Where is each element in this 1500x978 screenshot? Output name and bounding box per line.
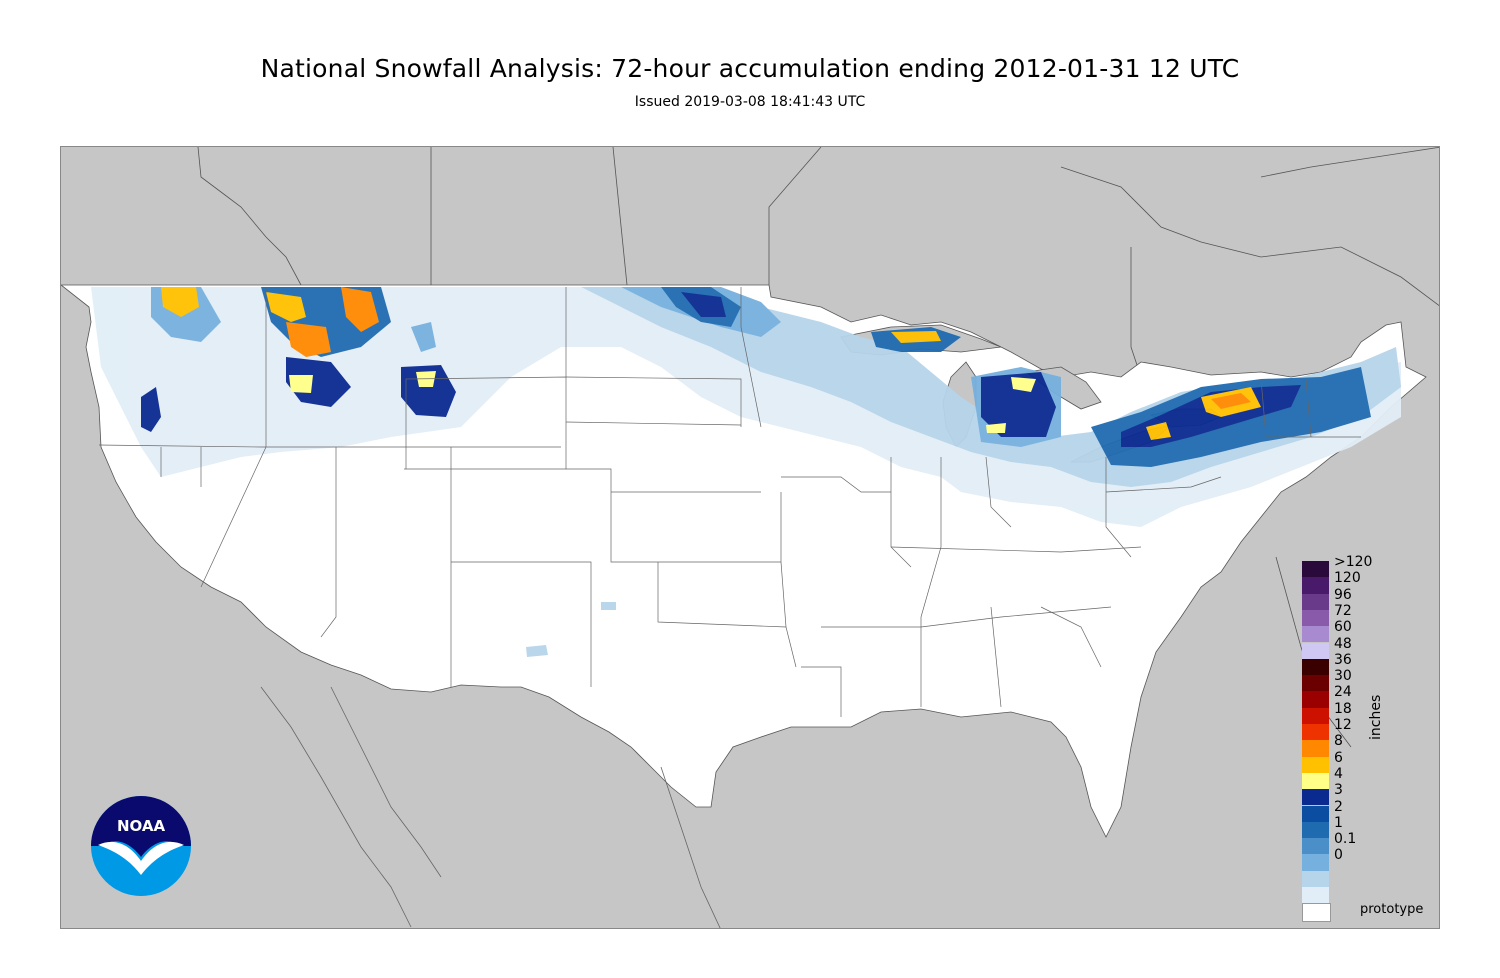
legend-swatch — [1302, 561, 1329, 578]
state-borders — [98, 287, 1361, 717]
legend-swatch — [1302, 903, 1331, 922]
legend-swatch — [1302, 593, 1329, 610]
snowfall-map — [60, 146, 1440, 929]
legend-swatch — [1302, 854, 1329, 871]
legend-swatch — [1302, 838, 1329, 855]
legend-swatch — [1302, 577, 1329, 594]
legend-swatch — [1302, 658, 1329, 676]
legend-swatch — [1302, 642, 1329, 659]
legend-swatch — [1302, 691, 1329, 708]
legend-swatch — [1302, 805, 1329, 822]
legend-label: 120 — [1334, 570, 1361, 587]
noaa-logo: NOAA — [91, 796, 191, 896]
legend-swatch — [1302, 626, 1329, 643]
noaa-logo-text: NOAA — [117, 817, 166, 835]
legend-swatch — [1302, 740, 1329, 757]
legend-label: 8 — [1334, 733, 1343, 750]
legend-label: 6 — [1334, 749, 1343, 766]
legend-label: 24 — [1334, 684, 1352, 701]
border-lines — [197, 147, 1439, 748]
legend-label: 0.1 — [1334, 831, 1357, 848]
legend-swatch — [1302, 870, 1329, 887]
map-title: National Snowfall Analysis: 72-hour accu… — [260, 54, 1240, 83]
legend-swatch — [1302, 789, 1329, 806]
prototype-label: prototype — [1360, 902, 1424, 917]
legend-label: 3 — [1334, 782, 1343, 799]
legend-label: 1 — [1334, 814, 1343, 831]
legend-label: 18 — [1334, 700, 1352, 717]
snowfall-overlay — [91, 287, 1401, 657]
legend-swatch — [1302, 887, 1329, 904]
legend-label: 60 — [1334, 619, 1352, 636]
legend-label: 12 — [1334, 717, 1352, 733]
legend-label: 2 — [1334, 798, 1343, 815]
legend-swatch — [1302, 609, 1329, 627]
legend-label: 96 — [1334, 586, 1352, 603]
map-subtitle: Issued 2019-03-08 18:41:43 UTC — [634, 94, 866, 110]
mexico-outline — [260, 686, 721, 928]
legend-label: 0 — [1334, 847, 1343, 864]
legend-swatch — [1302, 707, 1329, 724]
legend-swatch — [1302, 675, 1329, 692]
legend-label: 36 — [1334, 651, 1352, 668]
legend-label: 48 — [1334, 635, 1352, 652]
legend-unit-label: inches — [1368, 694, 1384, 740]
legend-label: >120 — [1334, 554, 1373, 570]
legend-swatch — [1302, 821, 1329, 839]
legend-label: 4 — [1334, 765, 1343, 782]
legend-swatch — [1302, 772, 1329, 790]
legend-label: 30 — [1334, 668, 1352, 685]
map-canvas — [61, 147, 1439, 928]
legend-swatch — [1302, 756, 1329, 773]
legend-label: 72 — [1334, 602, 1352, 619]
legend-swatch — [1302, 724, 1329, 741]
